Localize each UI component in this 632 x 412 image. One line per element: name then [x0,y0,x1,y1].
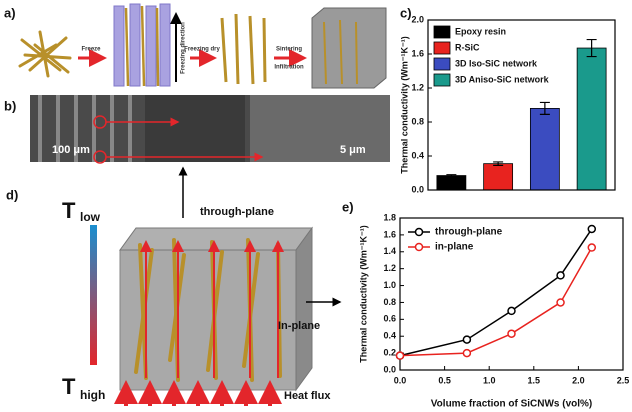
zoom-marker [93,115,264,164]
sem-image [250,95,390,162]
bar [436,175,467,191]
y-axis-label: Thermal conductivity (Wm⁻¹K⁻¹) [399,36,409,174]
x-tick-label: 1.5 [528,375,541,385]
step-label: Freezing direction [181,22,187,74]
plot-frame [427,19,616,191]
legend-swatch [433,57,451,71]
y-tick-label: 2.0 [411,14,424,24]
series-line [399,228,593,357]
y-tick-label: 0.8 [383,297,396,307]
x-tick-label: 0.5 [438,375,451,385]
marker [395,351,405,360]
marker [587,243,597,252]
heat-arrows [114,380,282,406]
error-bar [446,174,457,177]
y-tick-label: 0.0 [383,364,396,374]
y-tick-label: 0.8 [411,116,424,126]
x-tick-label: 2.5 [617,375,630,385]
marker [556,271,565,280]
x-axis-label: Volume fraction of SiCNWs (vol%) [431,399,593,410]
legend-swatch [433,73,451,87]
sem-image [145,95,245,162]
temperature-bar [90,225,97,365]
temp-label: T [62,198,76,223]
step-label: Freeze [81,47,101,53]
y-tick-label: 1.2 [383,263,396,273]
step-label: Infiltration [274,65,304,71]
bar [576,47,607,191]
nanowires [220,13,267,85]
composite-cube [311,7,387,89]
scale-bar-label: 5 μm [340,144,366,156]
y-tick-label: 1.4 [383,246,396,256]
y-tick-label: 0.2 [383,347,396,357]
x-tick-label: 1.0 [483,375,496,385]
sem-texture [38,95,132,162]
marker [556,298,565,307]
composite-block [119,226,313,392]
y-tick-label: 0.4 [411,150,424,160]
x-tick-label: 2.0 [572,375,585,385]
bar [483,163,514,191]
x-tick-label: 0.0 [394,375,407,385]
legend-label: 3D Aniso-SiC network [455,74,550,84]
temp-label: high [80,388,105,402]
nanowire-cluster [18,30,72,78]
direction-label: through-plane [200,206,274,218]
bar [529,108,560,191]
y-tick-label: 0.0 [411,184,424,194]
marker [507,329,516,338]
panel-label: d) [6,187,18,202]
error-bar [586,38,597,58]
y-tick-label: 1.2 [411,82,424,92]
legend-marker [414,227,424,237]
direction-label: In-plane [278,320,320,332]
temp-label: T [62,374,76,399]
nanowires [124,5,160,87]
y-tick-label: 0.6 [383,314,396,324]
error-bar [539,101,550,115]
scale-bar-label: 100 μm [52,144,90,156]
legend-label: 3D Iso-SiC network [455,58,538,68]
legend-label: Epoxy resin [455,26,506,36]
legend-label: in-plane [435,242,474,253]
legend-swatch [433,41,451,55]
marker [462,348,472,358]
heat-flux-label: Heat flux [284,390,331,402]
panel-label: e) [342,199,354,214]
y-tick-label: 1.6 [383,229,396,239]
temp-label: low [80,210,101,224]
marker [507,306,516,316]
error-bar [493,161,504,166]
y-tick-label: 0.4 [383,331,396,341]
y-tick-label: 1.6 [411,48,424,58]
panel-label: a) [4,5,16,20]
legend-marker [414,242,424,252]
panel-label: b) [4,98,16,113]
legend-swatch [433,25,451,39]
y-tick-label: 1.8 [383,212,396,222]
marker [462,335,472,344]
panel-label: c) [400,5,412,20]
y-axis-label: Thermal conductivity (Wm⁻¹K⁻¹) [358,225,368,363]
y-tick-label: 1.0 [383,280,396,290]
ice-columns [113,3,171,87]
plot-frame [399,217,624,371]
legend-label: through-plane [435,227,503,238]
marker [587,224,597,234]
step-label: Sintering [276,47,302,53]
legend-label: R-SiC [455,42,480,52]
step-label: Freezing dry [184,47,220,53]
